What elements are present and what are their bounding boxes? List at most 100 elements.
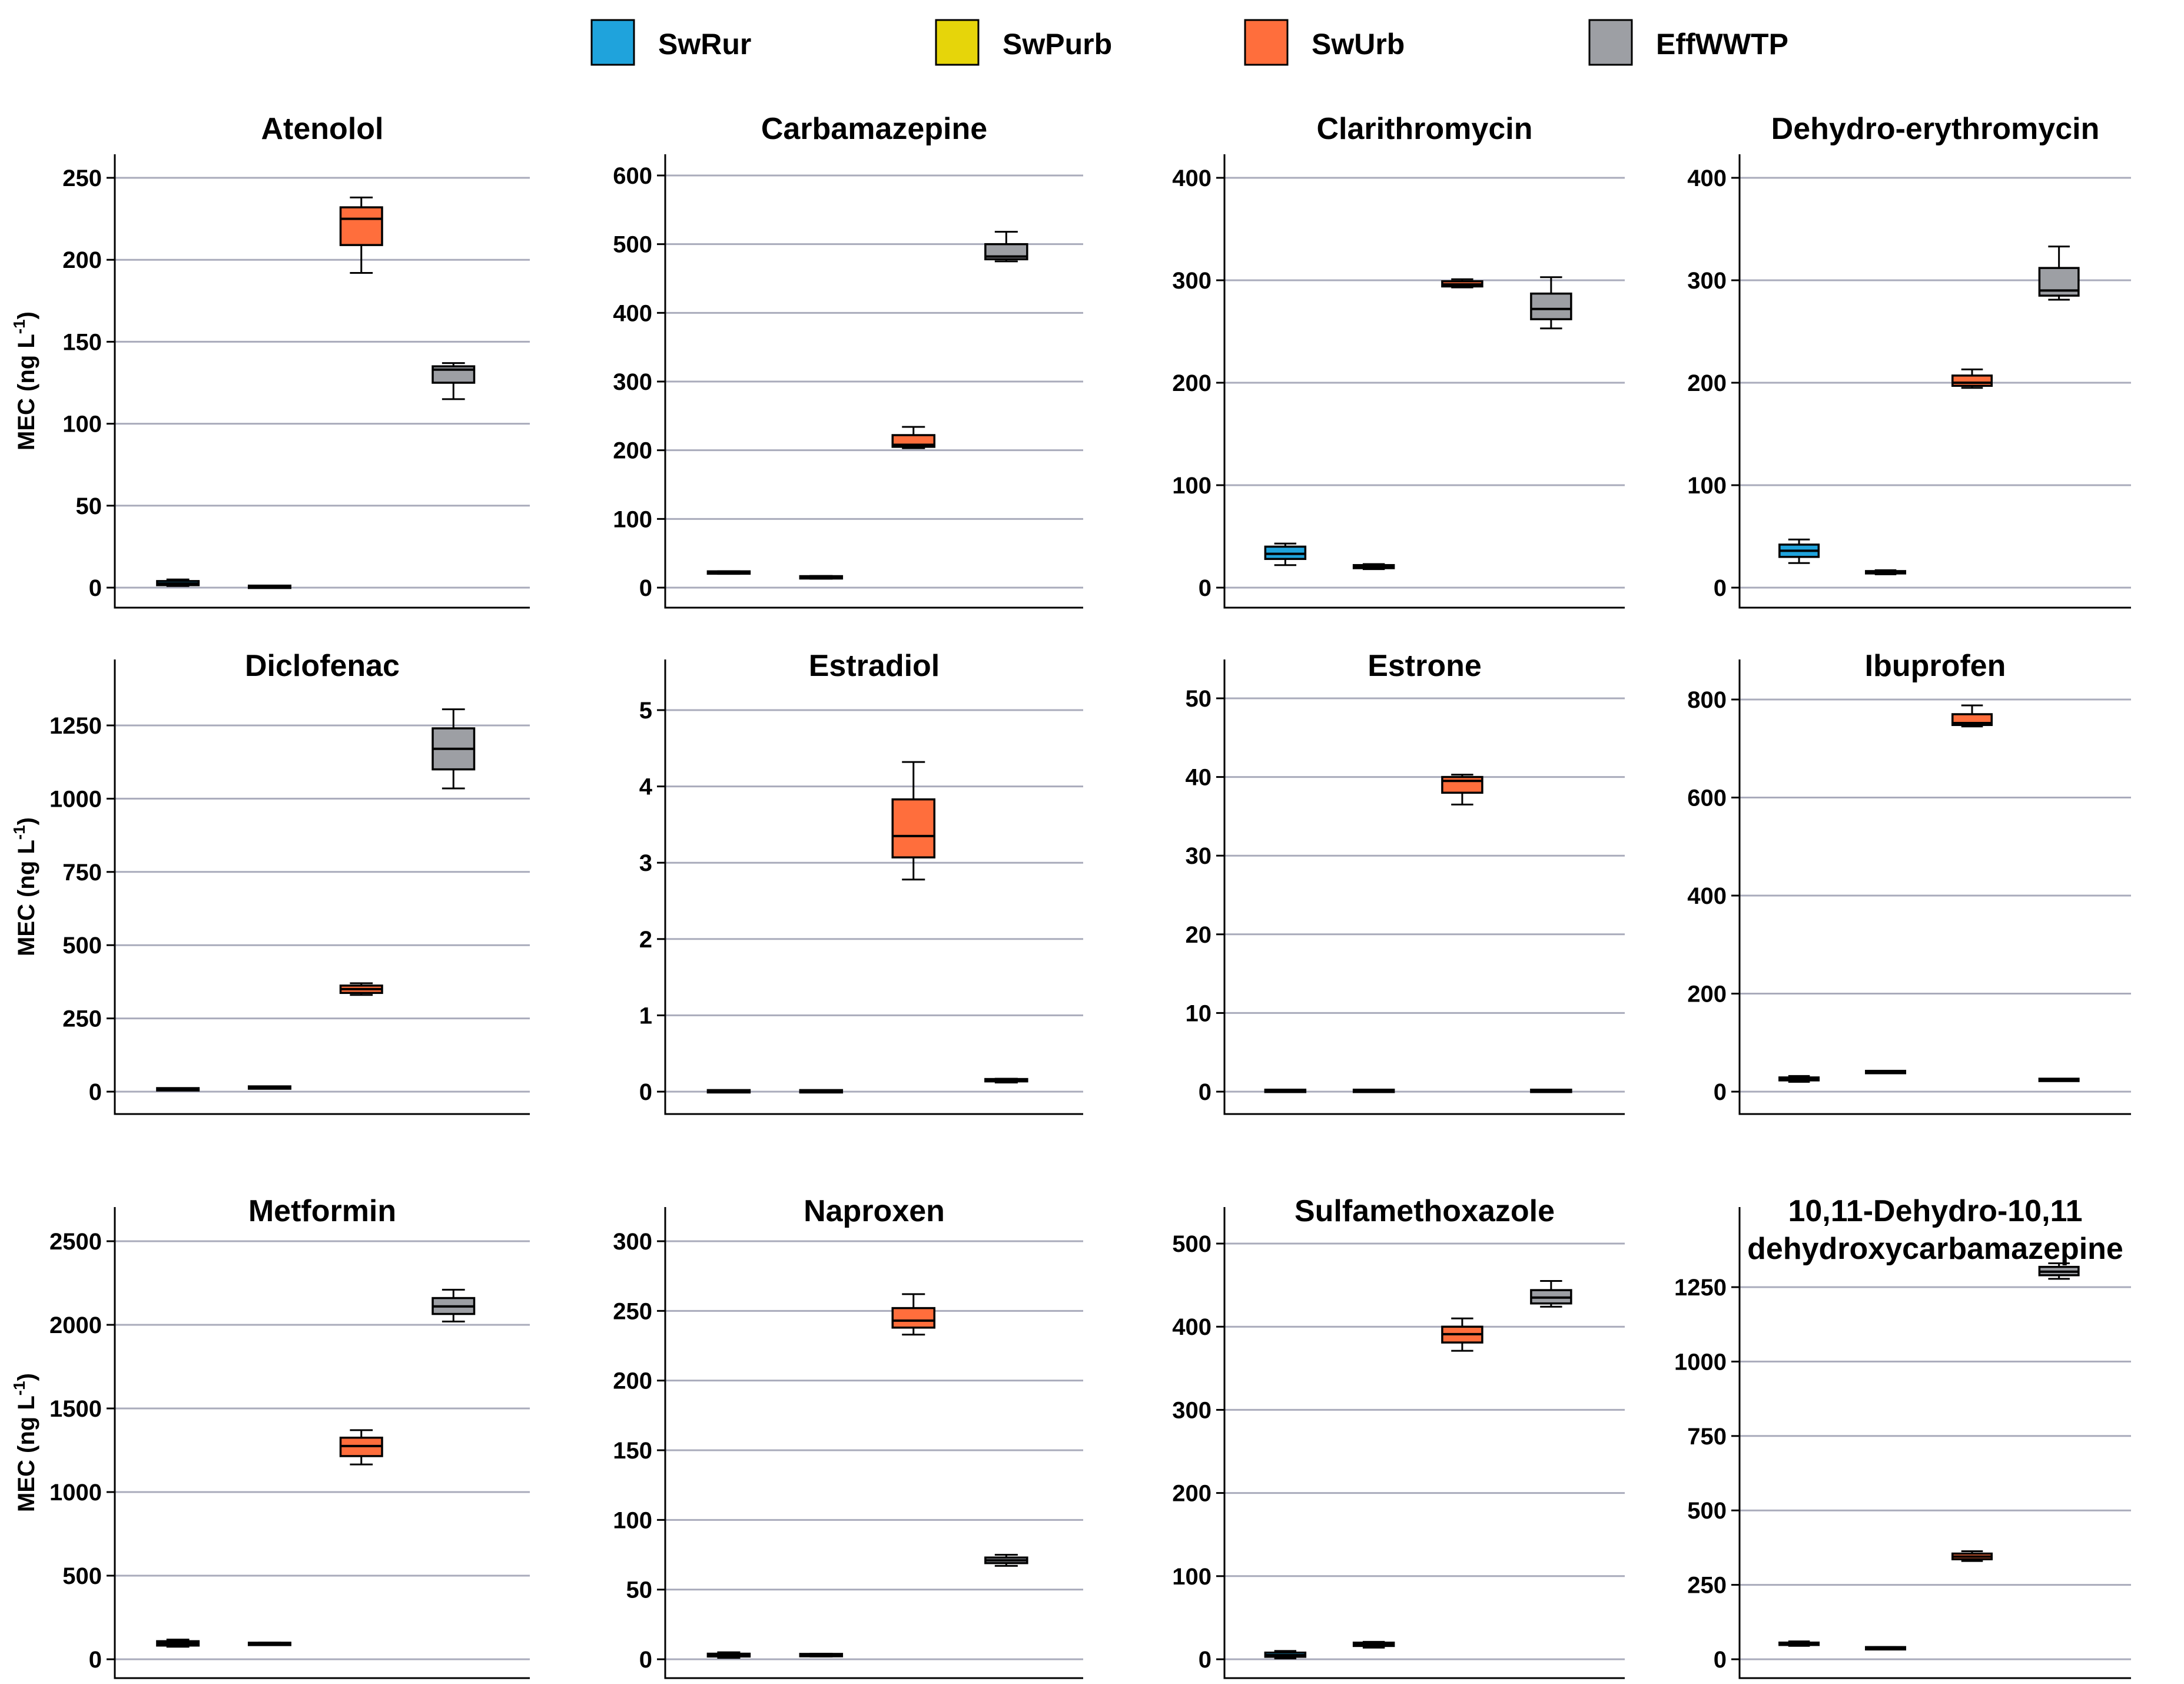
axis-lines — [1223, 154, 1625, 609]
axis-lines — [664, 154, 1083, 609]
y-tick-label: 500 — [1172, 1231, 1212, 1257]
y-tick-label: 0 — [639, 575, 652, 601]
box-swpurb — [1352, 1088, 1395, 1093]
box-iqr — [1530, 292, 1572, 320]
box-swpurb — [1352, 1640, 1395, 1649]
y-tick-label: 300 — [1687, 268, 1727, 294]
box-swrur — [706, 570, 751, 575]
box-swpurb — [799, 575, 844, 580]
y-tick-label: 30 — [1186, 843, 1212, 869]
box-effwwtp — [432, 1288, 476, 1322]
y-tick-label: 250 — [62, 1006, 102, 1032]
y-tick-label: 250 — [62, 165, 102, 191]
y-tick-label: 0 — [639, 1647, 652, 1673]
axis-lines — [1738, 659, 2131, 1115]
box-swurb — [339, 1429, 383, 1466]
panel-title: Dehydro-erythromycin — [1771, 112, 2100, 146]
y-tick-label: 50 — [1186, 686, 1212, 712]
y-tick-label: 1000 — [49, 1480, 102, 1506]
y-tick-label: 150 — [62, 329, 102, 355]
box-iqr — [891, 1307, 935, 1329]
panel-title: Naproxen — [804, 1194, 945, 1228]
y-tick-label: 40 — [1186, 765, 1212, 791]
box-swurb — [339, 982, 383, 996]
y-tick-label: 400 — [1172, 165, 1212, 191]
axis-lines — [1738, 1207, 2131, 1679]
y-tick-label: 300 — [1172, 1397, 1212, 1423]
box-swurb — [1951, 368, 1993, 389]
box-iqr — [1951, 374, 1993, 387]
panel-title: 10,11-Dehydro-10,11 — [1788, 1194, 2082, 1228]
box-swpurb — [1352, 563, 1395, 571]
panel-carbamazepine: 0 100 200 300 400 500 600 Carbamazepine — [613, 112, 1083, 609]
y-tick-label: 750 — [1687, 1424, 1727, 1450]
box-swurb — [1441, 278, 1483, 289]
y-tick-label: 150 — [613, 1438, 652, 1464]
y-tick-label: 200 — [1172, 1481, 1212, 1507]
y-tick-label: 10 — [1186, 1000, 1212, 1026]
legend: SwRur SwPurb SwUrb EffWWTP — [590, 19, 1788, 66]
y-tick-label: 800 — [1687, 687, 1727, 713]
y-tick-label: 250 — [613, 1298, 652, 1324]
y-tick-label: 200 — [1687, 370, 1727, 396]
y-tick-label: 0 — [89, 1647, 102, 1673]
legend-label-swrur: SwRur — [658, 28, 751, 61]
y-tick-label: 100 — [1172, 1564, 1212, 1590]
box-effwwtp — [1530, 1280, 1572, 1308]
y-tick-label: 0 — [1714, 1079, 1727, 1105]
box-effwwtp — [984, 231, 1028, 263]
box-swurb — [1951, 1550, 1993, 1562]
box-swrur — [1778, 1075, 1820, 1083]
y-tick-label: 1 — [639, 1003, 652, 1029]
y-tick-label: 200 — [613, 438, 652, 464]
box-iqr — [339, 206, 383, 246]
y-tick-label: 0 — [1199, 1079, 1212, 1105]
y-tick-label: 5 — [639, 698, 652, 724]
box-swurb — [1441, 1317, 1483, 1352]
legend-swatch-swrur — [590, 19, 635, 66]
panel-title: dehydroxycarbamazepine — [1747, 1232, 2123, 1266]
y-tick-label: 0 — [1714, 575, 1727, 601]
panel-dehydro-erythromycin: 0 100 200 300 400 Dehydro-erythromycin — [1687, 112, 2131, 609]
panel-sulfamethoxazole: 0 100 200 300 400 500 Sulfamethoxazole — [1172, 1194, 1625, 1679]
panel-naproxen: 0 50 100 150 200 250 300 Naproxen — [613, 1194, 1083, 1679]
box-effwwtp — [984, 1078, 1028, 1083]
legend-swatch-swurb — [1244, 19, 1289, 66]
y-tick-label: 300 — [613, 369, 652, 395]
box-swurb — [891, 426, 935, 449]
box-effwwtp — [432, 362, 476, 400]
y-tick-label: 100 — [613, 1507, 652, 1533]
panel-title: Carbamazepine — [761, 112, 987, 146]
box-effwwtp — [1530, 276, 1572, 330]
box-swurb — [891, 761, 935, 881]
box-swurb — [891, 1293, 935, 1336]
panel-title: Atenolol — [261, 112, 384, 146]
box-swpurb — [1865, 569, 1907, 575]
axis-lines — [1223, 1207, 1625, 1679]
y-tick-label: 100 — [62, 412, 102, 437]
y-tick-label: 50 — [76, 493, 102, 519]
panel-atenolol: 0 50 100 150 200 250 Atenolol MEC (ng L-1) — [10, 112, 530, 609]
axis-lines — [114, 659, 530, 1115]
panel-title: Ibuprofen — [1865, 649, 2006, 683]
legend-label-swpurb: SwPurb — [1003, 28, 1112, 61]
box-swrur — [156, 1638, 200, 1648]
box-swrur — [156, 578, 200, 587]
box-swrur — [156, 1087, 200, 1092]
y-tick-label: 400 — [1687, 165, 1727, 191]
box-swpurb — [1865, 1646, 1907, 1651]
panel-title: Clarithromycin — [1317, 112, 1533, 146]
axis-lines — [114, 1207, 530, 1679]
y-tick-label: 0 — [1199, 1647, 1212, 1673]
box-swurb — [1441, 774, 1483, 805]
y-tick-label: 2000 — [49, 1312, 102, 1338]
y-tick-label: 1250 — [49, 713, 102, 739]
legend-swatch-effwwtp — [1588, 19, 1633, 66]
box-swpurb — [799, 1653, 844, 1658]
panel-estradiol: 0 1 2 3 4 5 Estradiol — [639, 649, 1083, 1115]
box-swpurb — [247, 1642, 291, 1646]
y-tick-label: 300 — [1172, 268, 1212, 294]
box-iqr — [891, 798, 935, 858]
y-tick-label: 0 — [1714, 1647, 1727, 1673]
